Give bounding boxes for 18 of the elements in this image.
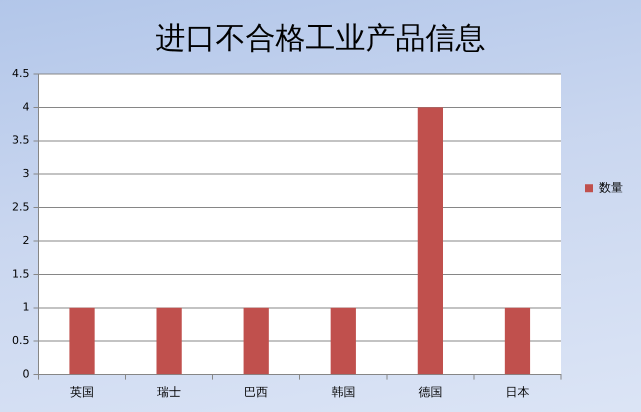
y-tick-label: 1 bbox=[22, 300, 30, 314]
x-tick-label: 日本 bbox=[505, 384, 530, 399]
chart-title: 进口不合格工业产品信息 bbox=[156, 22, 486, 55]
y-tick-label: 3 bbox=[22, 167, 30, 180]
legend-label: 数量 bbox=[599, 180, 623, 194]
y-tick-label: 4.5 bbox=[12, 66, 30, 80]
y-tick-label: 2.5 bbox=[12, 200, 30, 214]
y-tick-label: 4 bbox=[22, 100, 30, 114]
x-tick-label: 韩国 bbox=[331, 384, 356, 399]
y-tick-label: 0 bbox=[22, 367, 30, 380]
y-tick-label: 0.5 bbox=[12, 334, 30, 348]
y-tick-label: 1.5 bbox=[12, 267, 30, 280]
y-tick-label: 3.5 bbox=[12, 134, 30, 147]
x-tick-label: 瑞士 bbox=[157, 384, 182, 399]
x-tick-label: 德国 bbox=[418, 384, 442, 399]
y-tick-label: 2 bbox=[22, 234, 30, 247]
x-tick-label: 巴西 bbox=[244, 384, 268, 399]
x-tick-label: 英国 bbox=[70, 384, 94, 399]
